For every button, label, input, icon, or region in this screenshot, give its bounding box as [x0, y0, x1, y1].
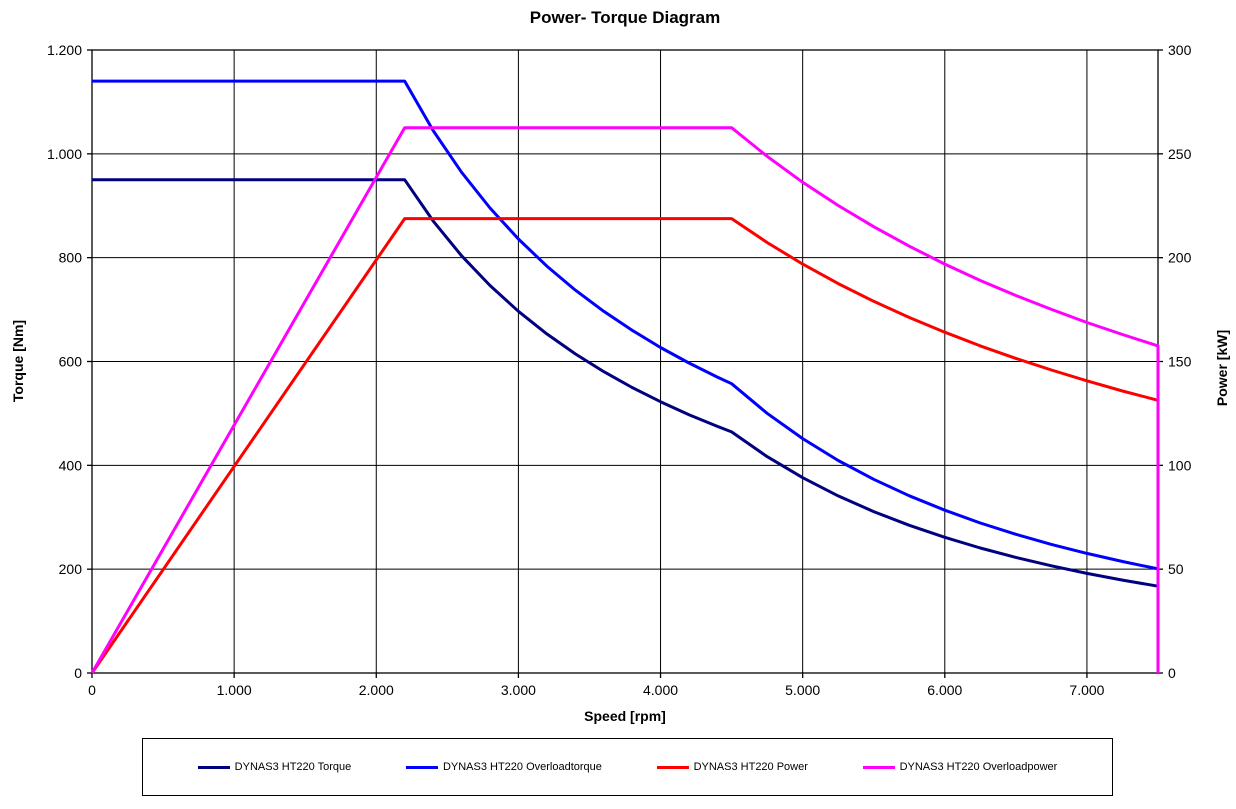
legend-swatch-overloadpower: [862, 765, 895, 769]
series-line-torque: [92, 178, 1159, 588]
series-line-power: [90, 217, 1159, 674]
right-tick-label: 250: [1168, 146, 1192, 162]
legend-item-torque: DYNAS3 HT220 Torque: [197, 761, 352, 773]
x-tick-label: 7.000: [1069, 682, 1104, 698]
x-axis-title: Speed [rpm]: [584, 708, 666, 724]
right-tick-label: 300: [1168, 42, 1192, 58]
legend-swatch-power: [656, 765, 689, 769]
legend-swatch-overloadtorque: [405, 765, 438, 769]
right-tick-label: 200: [1168, 250, 1192, 266]
plot-svg: 0 1.000 2.000 3.000 4.000 5.000 6.000 7.000 0 200…: [47, 42, 1192, 698]
left-axis-title: Torque [Nm]: [10, 319, 26, 403]
x-tick-label: 3.000: [501, 682, 536, 698]
left-tick-label: 0: [74, 665, 82, 681]
left-tick-label: 600: [59, 354, 83, 370]
legend-item-overloadtorque: DYNAS3 HT220 Overloadtorque: [405, 761, 602, 773]
legend-label-overloadtorque: DYNAS3 HT220 Overloadtorque: [442, 761, 602, 773]
series-line-overloadpower: [90, 126, 1160, 674]
left-tick-label: 1.200: [47, 42, 82, 58]
x-tick-label: 1.000: [217, 682, 252, 698]
legend-label-power: DYNAS3 HT220 Power: [693, 761, 808, 773]
left-tick-label: 1.000: [47, 146, 82, 162]
left-tick-label: 400: [59, 457, 83, 473]
right-tick-label: 50: [1168, 561, 1184, 577]
x-tick-label: 4.000: [643, 682, 678, 698]
chart-title: Power- Torque Diagram: [529, 8, 721, 27]
legend-label-overloadpower: DYNAS3 HT220 Overloadpower: [899, 761, 1058, 773]
x-tick-label: 5.000: [785, 682, 820, 698]
left-tick-label: 200: [59, 561, 83, 577]
x-tick-label: 2.000: [359, 682, 394, 698]
legend-item-overloadpower: DYNAS3 HT220 Overloadpower: [862, 761, 1058, 773]
legend-label-torque: DYNAS3 HT220 Torque: [234, 761, 352, 773]
x-tick-label: 0: [88, 682, 96, 698]
legend-swatch-torque: [197, 765, 230, 769]
series-line-overloadtorque: [92, 79, 1159, 571]
right-axis-title: Power [kW]: [1214, 329, 1230, 407]
right-tick-label: 0: [1168, 665, 1176, 681]
legend: DYNAS3 HT220 Torque DYNAS3 HT220 Overload…: [142, 738, 1113, 796]
legend-item-power: DYNAS3 HT220 Power: [656, 761, 808, 773]
left-tick-label: 800: [59, 250, 83, 266]
right-tick-label: 150: [1168, 354, 1192, 370]
x-tick-label: 6.000: [927, 682, 962, 698]
right-tick-label: 100: [1168, 457, 1192, 473]
